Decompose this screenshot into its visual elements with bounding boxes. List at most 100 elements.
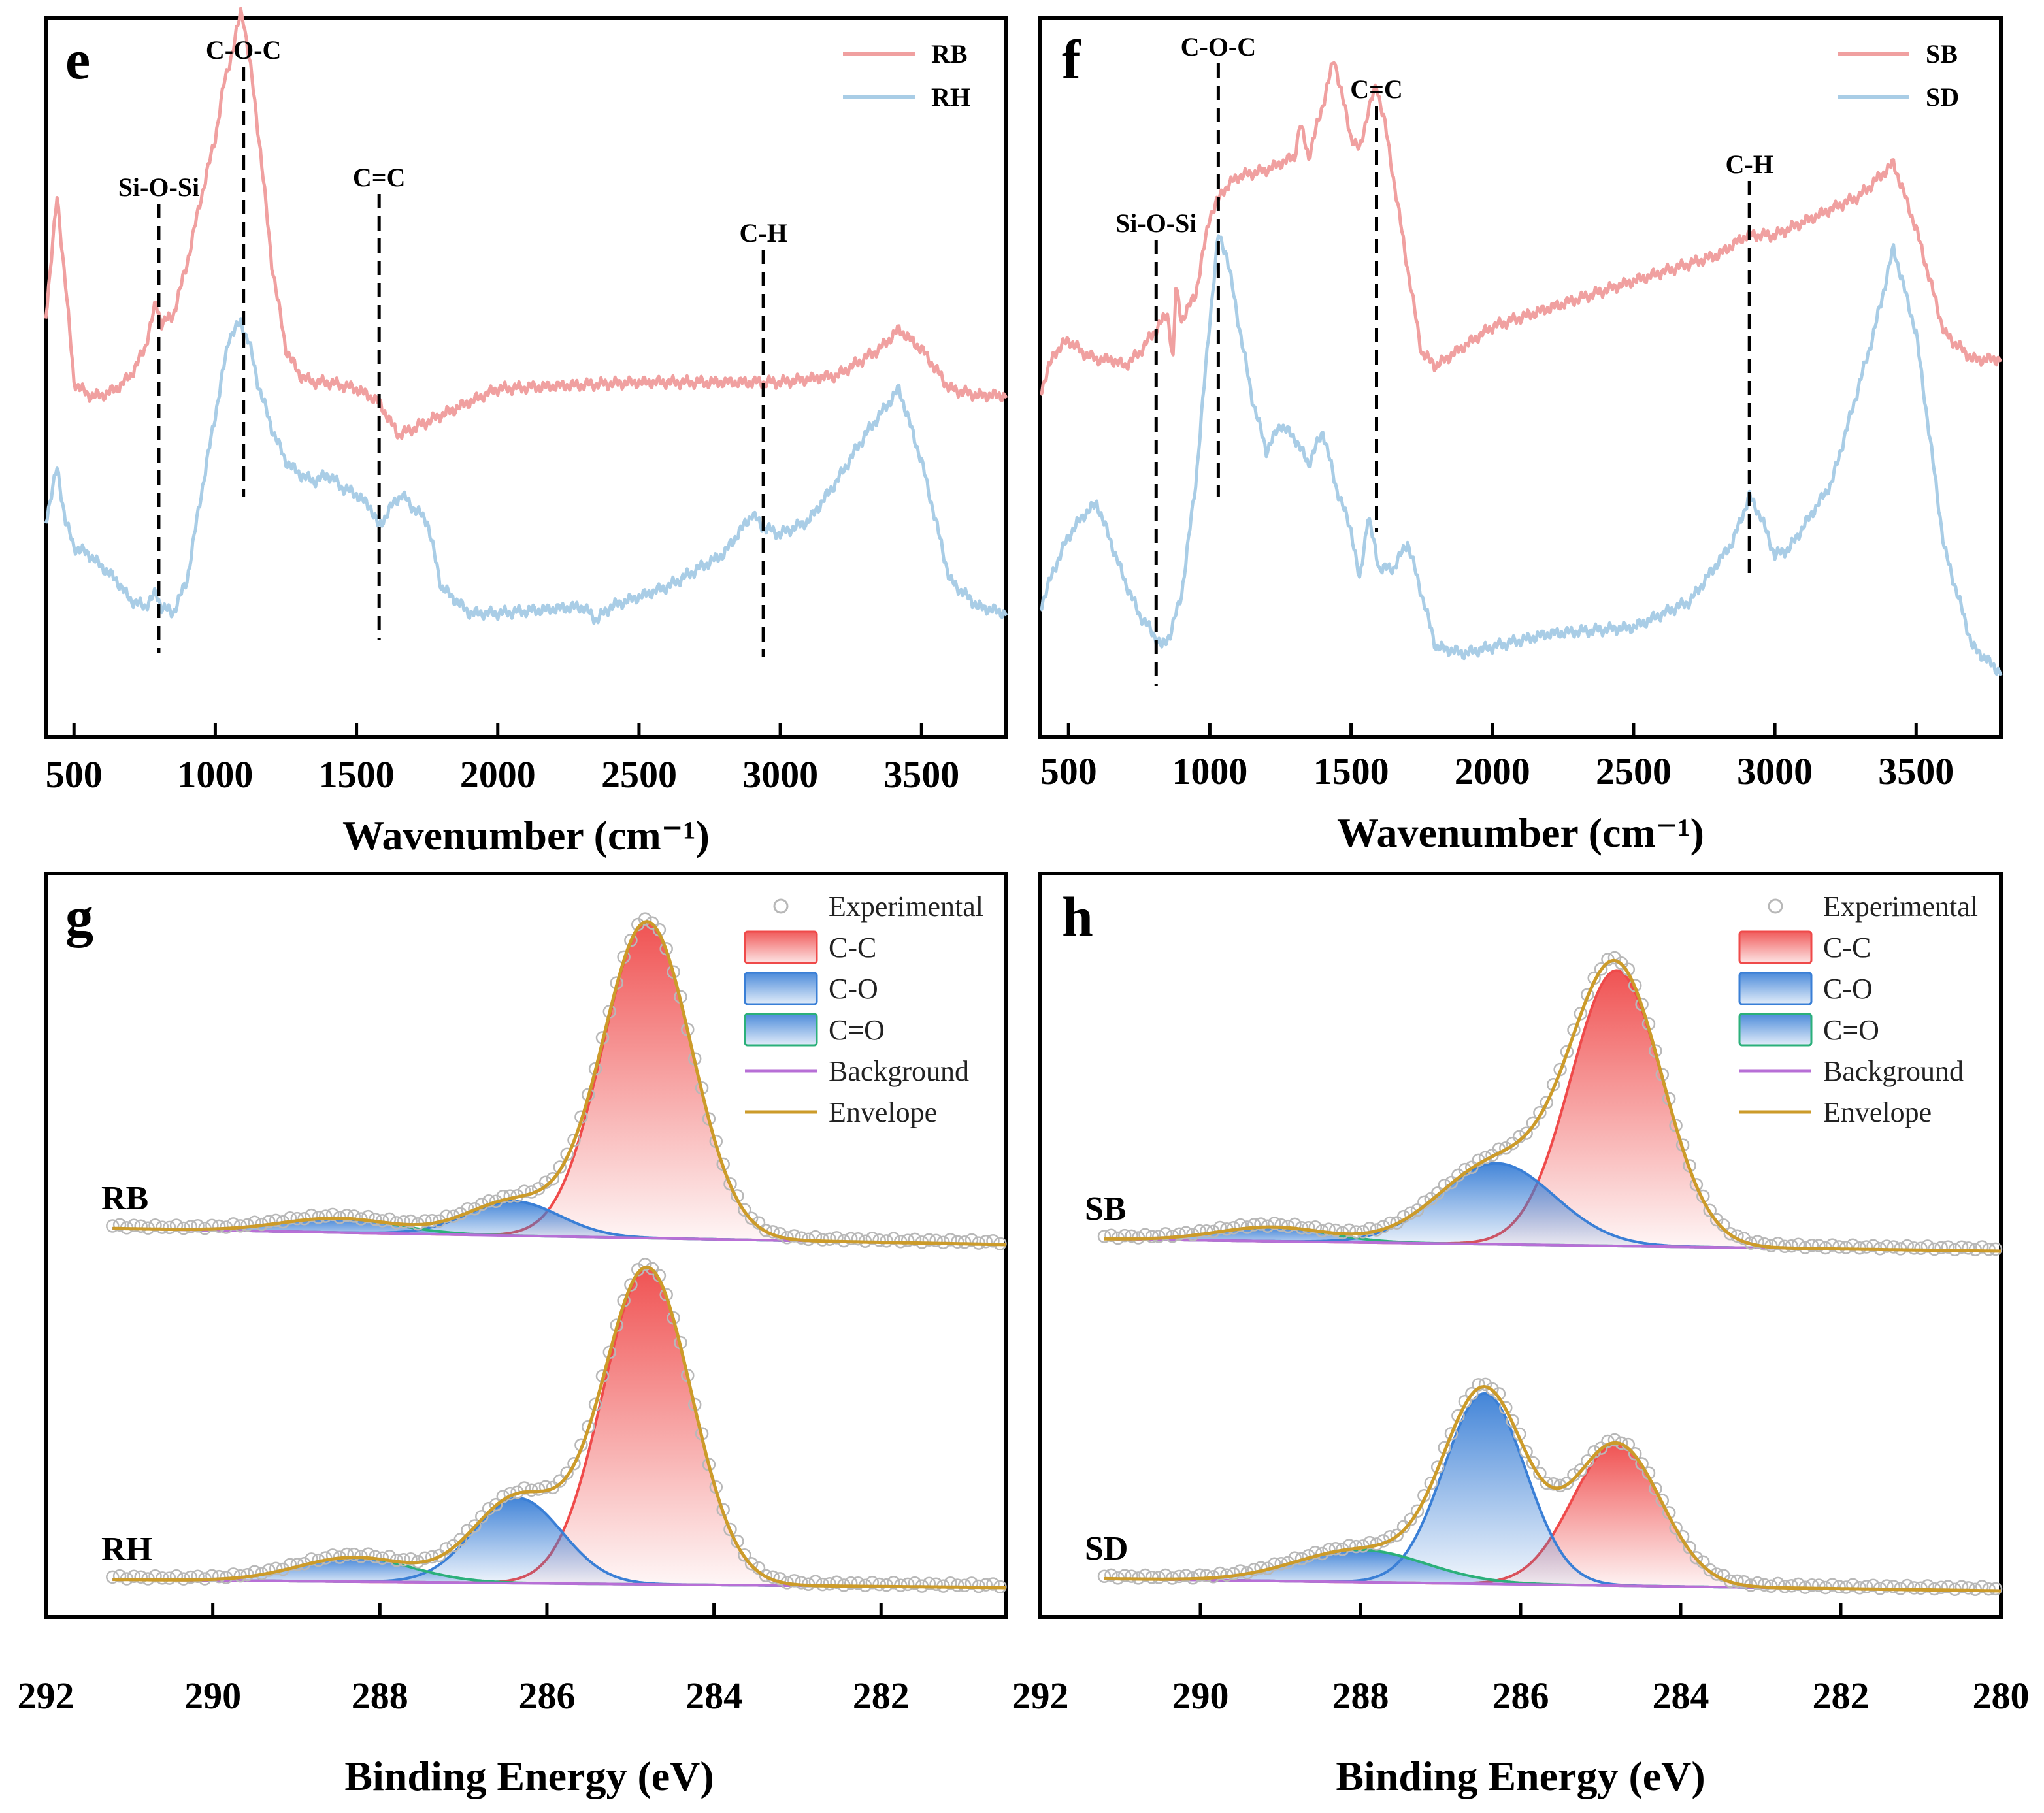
experimental-point (496, 1190, 510, 1203)
experimental-point (1805, 1578, 1819, 1592)
experimental-point (1607, 1433, 1622, 1447)
experimental-point (1737, 1575, 1751, 1589)
experimental-point (1138, 1228, 1152, 1242)
experimental-point (1920, 1579, 1935, 1593)
experimental-point (148, 1218, 162, 1232)
experimental-point (851, 1576, 865, 1590)
experimental-point (546, 1171, 560, 1186)
panel-h-xps: h 292 290 288 286 284 282 280 SB SD Experimenta… (1012, 872, 2030, 1799)
peak-c-o-fill (1104, 1227, 2001, 1251)
legend-c-c-label: C-C (829, 932, 876, 964)
peak-c-o-fill (112, 1557, 1006, 1588)
experimental-point (1954, 1240, 1969, 1254)
experimental-point (986, 1577, 1000, 1591)
experimental-point (1900, 1239, 1914, 1253)
experimental-point (1159, 1227, 1172, 1241)
experimental-point (1594, 1441, 1608, 1455)
experimental-point (1880, 1579, 1894, 1593)
experimental-point (1825, 1578, 1839, 1592)
panel-f-x-axis-title: Wavenumber (cm⁻¹) (1337, 809, 1704, 856)
envelope-line (1104, 1384, 2001, 1593)
experimental-point (1751, 1576, 1764, 1590)
experimental-point (1975, 1580, 1989, 1593)
x-tick-label: 3500 (883, 753, 959, 796)
experimental-point (957, 1578, 972, 1593)
experimental-point (1805, 1239, 1819, 1252)
panel-h-label: h (1062, 885, 1093, 948)
experimental-point (1560, 1476, 1574, 1490)
sample-label-sb: SB (1085, 1190, 1127, 1228)
series-sb-line (1039, 61, 2003, 396)
experimental-point (1832, 1580, 1846, 1593)
peak-c-o-fill (1104, 1393, 2001, 1591)
experimental-point (1396, 1520, 1411, 1534)
legend-sb-label: SB (1926, 39, 1958, 69)
experimental-point (624, 1278, 638, 1292)
x-tick-label: 288 (352, 1674, 408, 1717)
experimental-point (1506, 1136, 1519, 1151)
experimental-point (1179, 1569, 1193, 1582)
x-tick-label: 286 (1492, 1674, 1549, 1717)
experimental-point (1825, 1238, 1839, 1252)
experimental-point (1159, 1568, 1172, 1582)
experimental-point (1410, 1504, 1425, 1518)
panel-g-x-axis-title: Binding Energy (eV) (344, 1753, 714, 1799)
experimental-point (1519, 1445, 1533, 1459)
experimental-point (1274, 1218, 1288, 1232)
experimental-point (169, 1218, 184, 1232)
experimental-point (1962, 1581, 1975, 1595)
experimental-point (744, 1557, 759, 1571)
x-tick-label: 280 (1973, 1674, 2030, 1717)
annotation-c-o-c-label: C-O-C (1181, 32, 1257, 61)
experimental-point (1322, 1543, 1336, 1557)
legend-c-o-swatch (1738, 1013, 1813, 1047)
experimental-point (305, 1552, 318, 1566)
experimental-point (169, 1569, 184, 1583)
experimental-point (844, 1576, 858, 1590)
experimental-point (156, 1571, 169, 1585)
experimental-point (361, 1209, 375, 1224)
legend-envelope-label: Envelope (829, 1096, 937, 1128)
experimental-point (112, 1569, 127, 1583)
experimental-point (1268, 1557, 1281, 1571)
x-tick-label: 290 (1172, 1674, 1229, 1717)
experimental-point (1975, 1240, 1989, 1254)
x-tick-label: 1000 (1172, 750, 1247, 792)
legend-c-c-swatch (744, 930, 818, 964)
experimental-point (191, 1219, 205, 1233)
x-tick-label: 500 (1040, 750, 1097, 792)
experimental-point (759, 1224, 773, 1237)
panel-g-curves: RB RH (101, 912, 1007, 1593)
annotation-c-c-label: C=C (1350, 74, 1403, 104)
experimental-point (1097, 1569, 1112, 1583)
experimental-point (1703, 1203, 1717, 1218)
experimental-point (184, 1570, 198, 1584)
legend-c-o-label: C-O (1823, 973, 1873, 1005)
experimental-point (262, 1215, 276, 1228)
experimental-point (944, 1576, 957, 1590)
experimental-point (546, 1480, 560, 1495)
panel-e-frame (44, 16, 1008, 739)
experimental-point (1962, 1241, 1975, 1255)
panel-f-ftir: f 500 1000 1500 2000 2500 3000 3500 Si-O-Si C-O… (1038, 16, 2003, 856)
x-tick-label: 2000 (460, 753, 536, 796)
experimental-point (162, 1571, 176, 1585)
experimental-point (794, 1576, 808, 1590)
experimental-point (1887, 1240, 1901, 1254)
x-tick-label: 290 (184, 1674, 241, 1717)
envelope-line (112, 920, 1006, 1247)
experimental-point (106, 1570, 120, 1584)
experimental-point (1213, 1566, 1227, 1580)
experimental-point (1254, 1561, 1268, 1575)
experimental-point (787, 1574, 801, 1588)
experimental-point (1723, 1226, 1738, 1241)
experimental-point (1594, 962, 1608, 976)
experimental-point (1540, 1476, 1554, 1490)
experimental-point (489, 1497, 503, 1512)
legend-c-c-swatch (1738, 930, 1813, 964)
experimental-point (844, 1232, 858, 1246)
experimental-point (1689, 1550, 1704, 1565)
series-rh-line (44, 317, 1008, 625)
experimental-point (1193, 1568, 1207, 1582)
